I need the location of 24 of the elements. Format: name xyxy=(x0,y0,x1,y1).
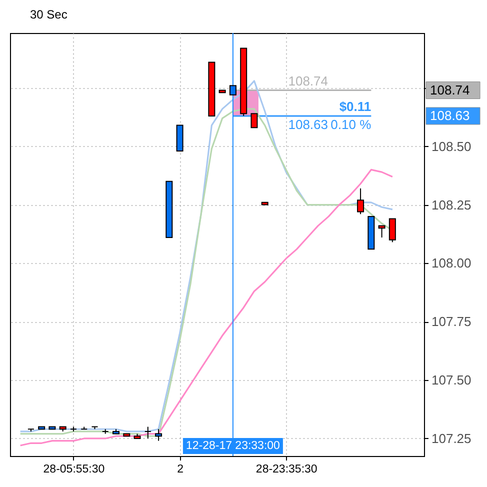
candlestick xyxy=(250,113,258,128)
text: 108.63 xyxy=(430,108,470,123)
y-tick-label: 108.25 xyxy=(432,197,472,212)
annotation: $0.11 xyxy=(339,98,372,114)
candlestick xyxy=(378,225,386,238)
text: 108.74 xyxy=(430,82,470,98)
candlestick xyxy=(388,218,396,243)
x-tick-label: 2 xyxy=(177,464,184,476)
candlestick xyxy=(155,428,162,442)
candlestick xyxy=(357,188,364,215)
candlestick xyxy=(144,426,152,439)
annotation: 0.10 % xyxy=(330,116,372,132)
y-tick-label: 107.25 xyxy=(432,430,472,446)
ref-line-label: 108.63 xyxy=(288,116,328,132)
x-tick-label: 12-28-17 23:33:00 xyxy=(186,440,280,452)
candlestick xyxy=(229,85,236,96)
chart-title: 30 Sec xyxy=(30,8,68,22)
ref-line-label: 108.74 xyxy=(288,73,328,88)
x-tick-label: 28-23:35:30 xyxy=(256,464,318,476)
y-tick-label: 108.00 xyxy=(432,256,472,271)
y-tick-label: 108.50 xyxy=(432,138,472,154)
y-tick-label: 107.75 xyxy=(432,314,472,330)
x-tick-label: 28-05:55:30 xyxy=(43,464,105,476)
y-tick-label: 107.50 xyxy=(432,372,472,388)
